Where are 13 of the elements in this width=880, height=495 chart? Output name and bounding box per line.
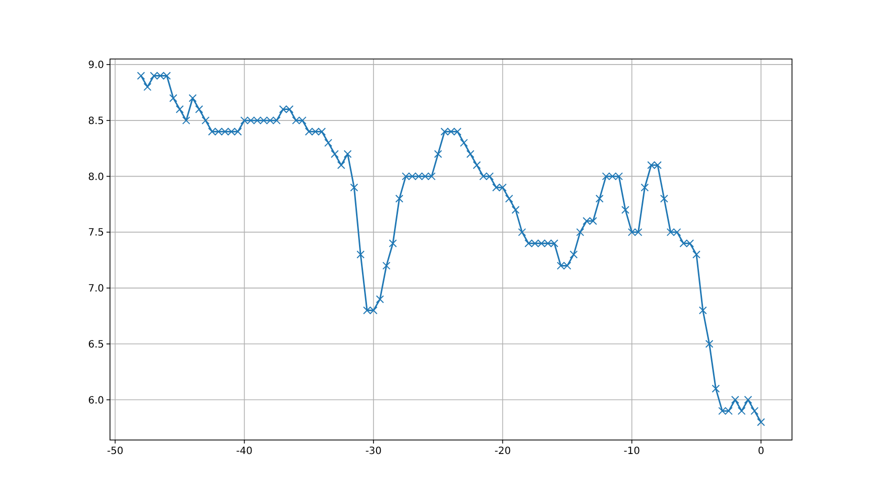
- x-tick-label: -50: [106, 446, 124, 457]
- x-tick-label: -10: [624, 446, 640, 457]
- x-tick-label: -30: [365, 446, 382, 457]
- y-tick-label: 9.0: [88, 60, 104, 72]
- x-tick-label: -20: [494, 446, 511, 457]
- y-tick-label: 8.0: [88, 172, 104, 183]
- x-tick-label: 0: [758, 446, 764, 457]
- x-tick-label: -40: [236, 446, 253, 457]
- y-tick-label: 6.5: [88, 339, 104, 350]
- y-tick-label: 7.5: [88, 228, 104, 239]
- y-tick-label: 6.0: [88, 395, 104, 406]
- y-tick-label: 8.5: [88, 116, 104, 127]
- y-tick-label: 7.0: [88, 284, 104, 295]
